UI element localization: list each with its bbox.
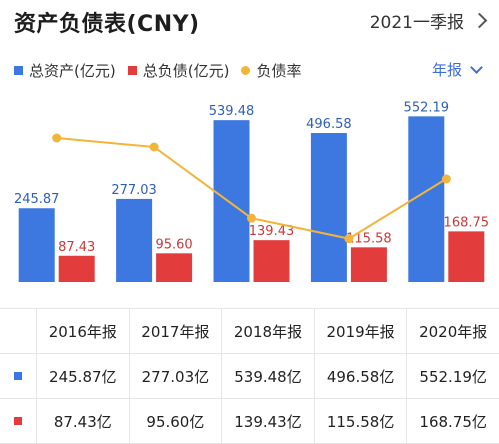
table-cell: 245.87亿 xyxy=(36,354,129,398)
legend-swatch-assets xyxy=(14,66,23,75)
chevron-down-icon xyxy=(470,61,483,74)
debt-ratio-point xyxy=(441,174,451,184)
debt-ratio-point xyxy=(149,142,159,152)
bar-value-label: 95.60 xyxy=(155,237,192,252)
table-cell: 139.43亿 xyxy=(221,399,314,443)
table-cell: 168.75亿 xyxy=(406,399,499,443)
bar-liabilities xyxy=(156,253,193,282)
page-title: 资产负债表(CNY) xyxy=(14,12,200,37)
table-cell: 95.60亿 xyxy=(128,399,222,443)
bar-value-label: 552.19 xyxy=(404,100,450,115)
table-corner-cell xyxy=(0,309,36,353)
row-indicator-cell xyxy=(0,399,36,443)
row-indicator-liabilities xyxy=(14,417,22,425)
bar-value-label: 139.43 xyxy=(249,224,295,239)
bar-liabilities xyxy=(448,231,485,282)
chevron-right-icon xyxy=(471,12,488,29)
table-header-cell: 2018年报 xyxy=(221,309,314,353)
bar-value-label: 539.48 xyxy=(209,104,255,119)
frequency-label: 年报 xyxy=(431,61,462,79)
legend-label-debt-ratio: 负债率 xyxy=(256,62,302,80)
data-table: 2016年报 2017年报 2018年报 2019年报 2020年报 245.8… xyxy=(0,308,499,444)
table-cell: 539.48亿 xyxy=(221,354,314,398)
table-cell: 115.58亿 xyxy=(313,399,407,443)
bar-value-label: 168.75 xyxy=(444,215,490,230)
table-header-cell: 2017年报 xyxy=(128,309,222,353)
bar-assets xyxy=(18,208,55,282)
table-cell: 552.19亿 xyxy=(406,354,499,398)
table-cell: 87.43亿 xyxy=(36,399,129,443)
period-selector[interactable]: 2021一季报 xyxy=(369,8,488,33)
table-header-cell: 2016年报 xyxy=(36,309,129,353)
row-indicator-cell xyxy=(0,354,36,398)
balance-sheet-chart: 245.87 87.43 277.03 95.60 539.48 139.43 496.58… xyxy=(14,100,490,282)
legend-label-liabilities: 总负债(亿元) xyxy=(142,62,230,80)
table-row-assets: 245.87亿 277.03亿 539.48亿 496.58亿 552.19亿 xyxy=(0,354,499,399)
legend-swatch-debt-ratio xyxy=(241,66,251,75)
bar-assets xyxy=(310,133,347,282)
period-label: 2021一季报 xyxy=(369,13,464,33)
table-row-liabilities: 87.43亿 95.60亿 139.43亿 115.58亿 168.75亿 xyxy=(0,399,499,444)
bar-assets xyxy=(116,198,153,282)
table-header-cell: 2019年报 xyxy=(313,309,407,353)
bar-value-label: 115.58 xyxy=(346,231,392,246)
legend-item-liabilities[interactable]: 总负债(亿元) xyxy=(127,60,230,81)
bar-liabilities xyxy=(350,247,387,282)
legend-item-assets[interactable]: 总资产(亿元) xyxy=(14,60,116,81)
table-cell: 277.03亿 xyxy=(128,354,222,398)
debt-ratio-point xyxy=(247,213,256,223)
bar-value-label: 496.58 xyxy=(306,117,352,132)
bar-value-label: 277.03 xyxy=(111,183,157,198)
frequency-dropdown[interactable]: 年报 xyxy=(431,59,483,80)
table-header-row: 2016年报 2017年报 2018年报 2019年报 2020年报 xyxy=(0,309,499,354)
legend-swatch-liabilities xyxy=(127,66,137,75)
bar-liabilities xyxy=(253,240,290,282)
table-cell: 496.58亿 xyxy=(313,354,407,398)
row-indicator-assets xyxy=(14,372,22,380)
debt-ratio-point xyxy=(344,234,354,244)
bar-liabilities xyxy=(58,255,95,282)
header: 资产负债表(CNY) 2021一季报 xyxy=(0,0,499,48)
legend: 总资产(亿元) 总负债(亿元) 负债率 xyxy=(14,60,313,81)
table-header-cell: 2020年报 xyxy=(406,309,499,353)
debt-ratio-point xyxy=(52,133,62,143)
bar-value-label: 245.87 xyxy=(14,192,60,207)
legend-label-assets: 总资产(亿元) xyxy=(29,62,116,80)
bar-value-label: 87.43 xyxy=(58,240,95,255)
legend-item-debt-ratio[interactable]: 负债率 xyxy=(241,60,301,81)
bar-assets xyxy=(213,120,250,282)
